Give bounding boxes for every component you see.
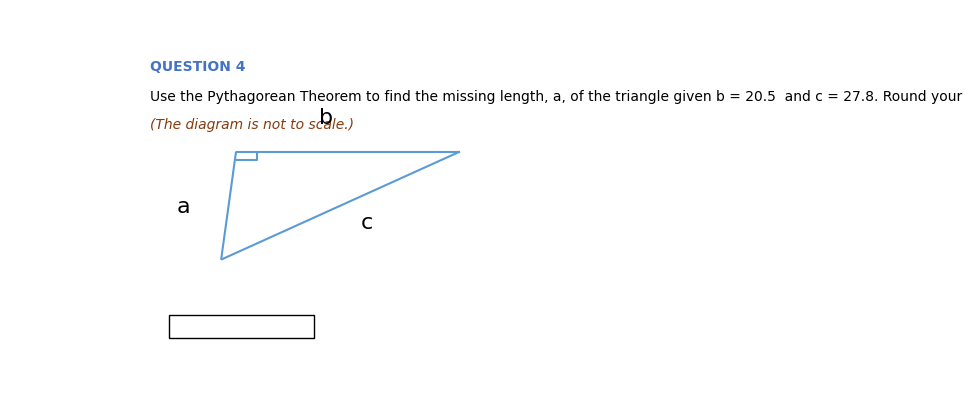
Text: (The diagram is not to scale.): (The diagram is not to scale.)	[150, 117, 354, 132]
Text: QUESTION 4: QUESTION 4	[150, 61, 246, 75]
Text: c: c	[360, 213, 373, 233]
Bar	[169, 315, 315, 338]
Text: Use the Pythagorean Theorem to find the missing length, a, of the triangle given: Use the Pythagorean Theorem to find the …	[150, 90, 963, 104]
Text: a: a	[177, 197, 191, 217]
Text: b: b	[319, 107, 332, 128]
